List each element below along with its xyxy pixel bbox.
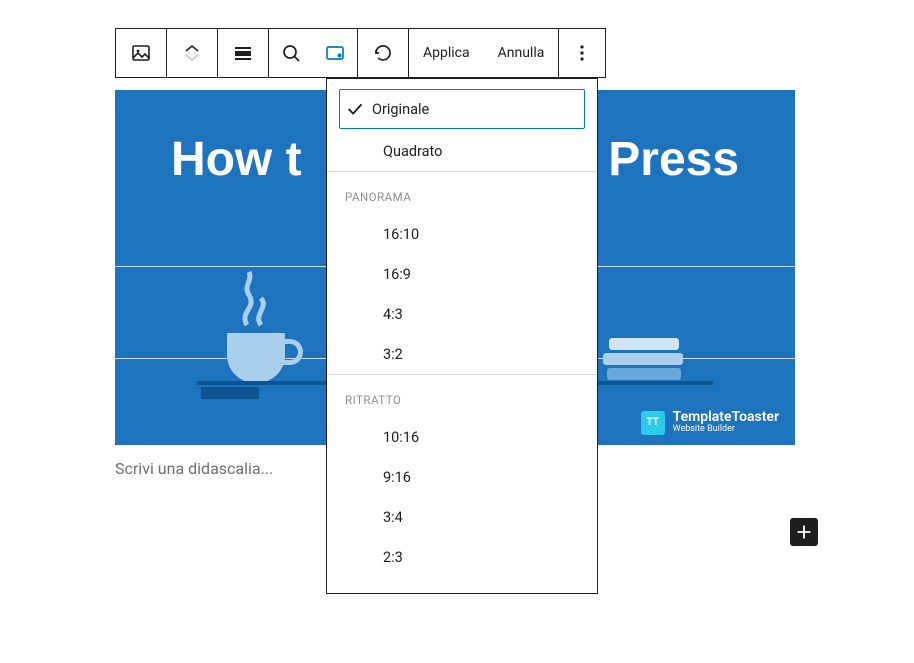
option-label: 16:10 xyxy=(383,226,419,243)
add-block-button[interactable] xyxy=(790,518,818,546)
block-toolbar: Applica Annulla xyxy=(115,28,606,78)
aspect-option[interactable]: 9:16 xyxy=(327,457,597,497)
brand-logo-icon: TT xyxy=(641,411,665,435)
portrait-header: RITRATTO xyxy=(327,374,597,417)
check-icon xyxy=(344,98,372,120)
rotate-icon[interactable] xyxy=(358,29,408,77)
option-label: 10:16 xyxy=(383,429,419,446)
align-icon[interactable] xyxy=(218,29,268,77)
more-options-icon[interactable] xyxy=(559,29,605,77)
aspect-ratio-dropdown: Originale Quadrato PANORAMA 16:10 16:9 4… xyxy=(326,78,598,594)
option-label: 4:3 xyxy=(383,306,403,323)
cancel-button[interactable]: Annulla xyxy=(484,29,559,77)
aspect-option[interactable]: 10:16 xyxy=(327,417,597,457)
zoom-icon[interactable] xyxy=(269,29,313,77)
option-label: 3:2 xyxy=(383,346,403,363)
option-label: Originale xyxy=(372,101,429,118)
cup-illustration xyxy=(227,333,285,383)
shadow-shape xyxy=(201,387,259,399)
books-illustration xyxy=(603,338,683,383)
apply-button[interactable]: Applica xyxy=(409,29,484,77)
aspect-option[interactable]: 16:9 xyxy=(327,254,597,294)
landscape-header: PANORAMA xyxy=(327,171,597,214)
option-label: 16:9 xyxy=(383,266,411,283)
aspect-option[interactable]: 3:2 xyxy=(327,334,597,374)
move-handle-icon[interactable] xyxy=(167,29,217,77)
brand-name: TemplateToaster xyxy=(673,410,779,424)
image-block-icon[interactable] xyxy=(116,29,166,77)
brand-tagline: Website Builder xyxy=(673,424,779,435)
aspect-option[interactable]: 3:4 xyxy=(327,497,597,537)
aspect-ratio-icon[interactable] xyxy=(313,29,357,77)
option-label: Quadrato xyxy=(383,143,442,160)
option-label: 3:4 xyxy=(383,509,403,526)
brand-badge: TT TemplateToaster Website Builder xyxy=(641,410,779,435)
option-label: 9:16 xyxy=(383,469,411,486)
aspect-option-square[interactable]: Quadrato xyxy=(327,131,597,171)
aspect-option[interactable]: 16:10 xyxy=(327,214,597,254)
aspect-option[interactable]: 4:3 xyxy=(327,294,597,334)
aspect-option[interactable]: 2:3 xyxy=(327,537,597,577)
option-label: 2:3 xyxy=(383,549,403,566)
steam-illustration xyxy=(237,270,273,330)
aspect-option-original[interactable]: Originale xyxy=(339,89,585,129)
